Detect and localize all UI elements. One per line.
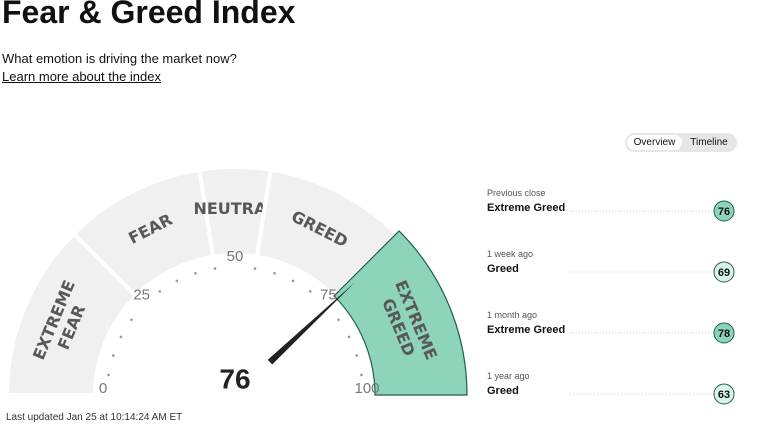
band-label-line: NEUTRAL bbox=[193, 199, 276, 218]
last-updated: Last updated Jan 25 at 10:14:24 AM ET bbox=[6, 412, 183, 423]
title: Fear & Greed Index bbox=[2, 0, 296, 30]
history-period: Previous close bbox=[487, 188, 546, 198]
center-disc bbox=[187, 347, 283, 429]
gauge-band bbox=[333, 230, 468, 396]
tabs: Overview Timeline bbox=[625, 133, 737, 152]
dot bbox=[130, 318, 133, 322]
history-rating: Greed bbox=[487, 263, 519, 275]
gauge-value: 76 bbox=[219, 363, 250, 394]
history-period: 1 week ago bbox=[487, 249, 533, 259]
history-badge bbox=[713, 200, 735, 222]
dot bbox=[360, 373, 363, 377]
dot bbox=[347, 335, 351, 339]
dot bbox=[194, 271, 197, 275]
needle bbox=[246, 282, 356, 385]
band-label: NEUTRAL bbox=[193, 199, 276, 218]
history-value: 69 bbox=[718, 267, 730, 279]
history-value: 76 bbox=[718, 206, 730, 218]
history-badge bbox=[713, 383, 735, 405]
history-badge bbox=[713, 322, 735, 344]
history-rating: Extreme Greed bbox=[487, 324, 565, 336]
history-value: 78 bbox=[718, 328, 730, 340]
dot bbox=[253, 267, 257, 270]
subtitle: What emotion is driving the market now? bbox=[2, 51, 237, 66]
learn-more-link[interactable]: Learn more about the index bbox=[2, 69, 161, 84]
dot bbox=[119, 335, 123, 339]
tick-label: 50 bbox=[227, 248, 244, 265]
dot bbox=[158, 290, 162, 293]
history-value: 63 bbox=[718, 389, 730, 401]
dot bbox=[213, 267, 217, 270]
tab[interactable]: Overview bbox=[627, 135, 682, 150]
tick-label: 100 bbox=[354, 380, 379, 397]
tick-label: 75 bbox=[320, 287, 337, 304]
history-rating: Greed bbox=[487, 385, 519, 397]
dot bbox=[291, 279, 295, 283]
tick-label: 0 bbox=[99, 380, 107, 397]
dot bbox=[111, 354, 115, 357]
history-period: 1 year ago bbox=[487, 371, 530, 381]
tab[interactable]: Timeline bbox=[690, 137, 728, 148]
dot bbox=[273, 271, 276, 275]
history-rating: Extreme Greed bbox=[487, 202, 565, 214]
tick-label: 25 bbox=[133, 287, 150, 304]
dot bbox=[337, 318, 340, 322]
dot bbox=[308, 290, 312, 293]
history-period: 1 month ago bbox=[487, 310, 537, 320]
dot bbox=[107, 373, 110, 377]
dot bbox=[175, 279, 179, 283]
history-badge bbox=[713, 261, 735, 283]
dot bbox=[355, 354, 359, 357]
